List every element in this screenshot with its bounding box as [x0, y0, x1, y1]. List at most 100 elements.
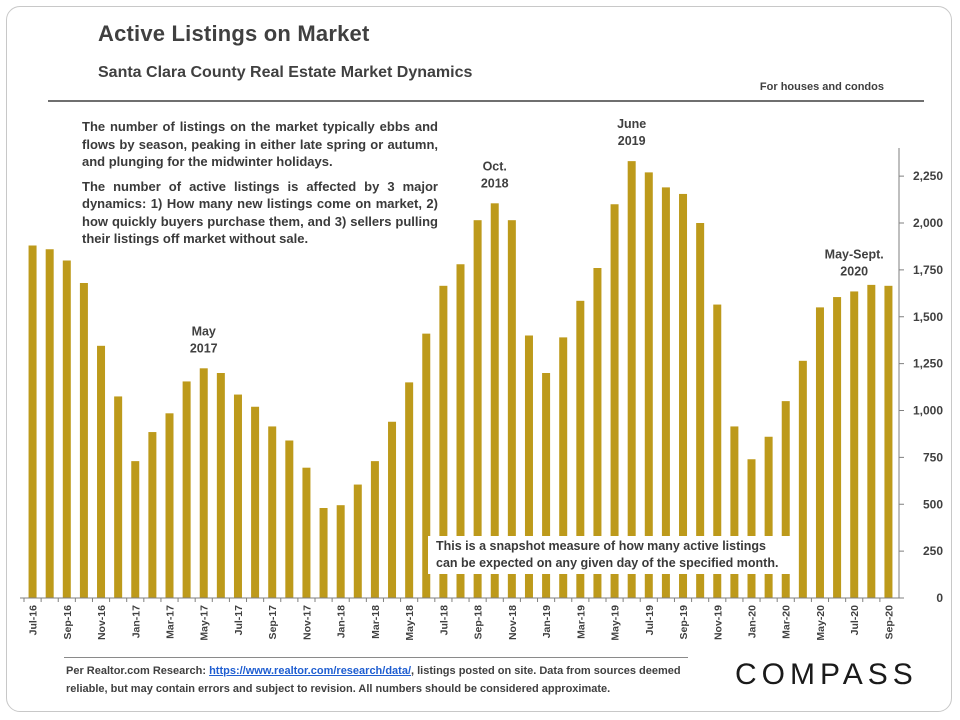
bar-Oct-16: [79, 283, 88, 598]
bar-Mar-19: [576, 300, 585, 598]
bar-Aug-17: [251, 406, 260, 598]
x-tick-label-Jul-20: Jul-20: [849, 605, 861, 636]
bar-Aug-18: [456, 264, 465, 598]
bar-Apr-17: [182, 381, 191, 598]
bar-Oct-19: [696, 223, 705, 598]
annotation-Oct-18-line-2: 2018: [481, 176, 509, 190]
annotation-May-17-line-2: 2017: [190, 341, 218, 355]
bar-Mar-20: [781, 401, 790, 599]
bar-Aug-16: [45, 249, 54, 598]
y-tick-label-1500: 1,500: [913, 310, 943, 324]
x-tick-label-Mar-17: Mar-17: [165, 605, 177, 639]
x-tick-label-Jul-16: Jul-16: [28, 605, 40, 636]
bar-Jul-18: [439, 285, 448, 598]
bar-Jul-20: [850, 291, 859, 598]
bar-Mar-18: [370, 461, 379, 599]
annotation-May-17-line-1: May: [192, 324, 216, 338]
x-tick-label-Jan-19: Jan-19: [541, 605, 553, 638]
annotation-Jul-20-line-2: 2020: [840, 264, 868, 278]
bar-Jun-19: [627, 161, 636, 599]
bar-Nov-19: [713, 304, 722, 598]
x-tick-label-Nov-19: Nov-19: [712, 605, 724, 640]
bar-Sep-16: [62, 260, 71, 598]
x-tick-label-May-20: May-20: [815, 605, 827, 641]
x-tick-label-Nov-18: Nov-18: [507, 605, 519, 640]
x-tick-label-May-19: May-19: [610, 605, 622, 641]
x-tick-label-May-18: May-18: [404, 605, 416, 641]
bar-Oct-17: [285, 440, 294, 598]
bar-Feb-17: [148, 432, 157, 598]
x-tick-label-Sep-17: Sep-17: [267, 605, 279, 640]
x-tick-label-Jan-18: Jan-18: [336, 605, 348, 638]
bar-May-18: [405, 382, 414, 599]
bar-Nov-18: [507, 220, 516, 598]
x-tick-label-May-17: May-17: [199, 605, 211, 641]
bar-Mar-17: [165, 413, 174, 598]
bar-May-17: [199, 368, 208, 598]
annotation-Oct-18-line-1: Oct.: [483, 159, 507, 173]
x-tick-label-Jan-20: Jan-20: [747, 605, 759, 638]
bar-Feb-18: [353, 484, 362, 598]
x-tick-label-Nov-17: Nov-17: [301, 605, 313, 640]
y-tick-label-2000: 2,000: [913, 216, 943, 230]
bar-Sep-19: [679, 193, 688, 598]
bar-Dec-18: [524, 335, 533, 598]
bar-Nov-16: [97, 345, 106, 598]
bar-Jul-17: [233, 394, 242, 598]
bar-Jul-16: [28, 245, 37, 598]
bar-Feb-20: [764, 436, 773, 598]
y-tick-label-500: 500: [923, 497, 943, 511]
bar-Jun-17: [216, 373, 225, 598]
x-tick-label-Jul-19: Jul-19: [644, 605, 656, 636]
x-tick-label-Sep-16: Sep-16: [62, 605, 74, 640]
y-tick-label-1250: 1,250: [913, 357, 943, 371]
bar-Dec-17: [319, 508, 328, 598]
source-suffix: , listings posted on site. Data from sou…: [66, 665, 681, 695]
footer-divider: [64, 657, 688, 658]
bar-Jan-18: [336, 505, 345, 598]
x-tick-label-Mar-18: Mar-18: [370, 605, 382, 639]
description-paragraph-2: The number of active listings is affecte…: [82, 178, 438, 247]
bar-Aug-19: [661, 187, 670, 599]
source-prefix: Per Realtor.com Research:: [66, 665, 210, 677]
x-tick-label-Sep-19: Sep-19: [678, 605, 690, 640]
description-text: The number of listings on the market typ…: [82, 118, 438, 255]
bar-Apr-19: [593, 268, 602, 598]
bar-Feb-19: [559, 337, 568, 599]
header-divider: [48, 100, 924, 102]
y-tick-label-0: 0: [936, 591, 943, 605]
x-tick-label-Jul-17: Jul-17: [233, 605, 245, 636]
annotation-Jul-20-line-1: May-Sept.: [825, 247, 884, 261]
y-tick-label-2250: 2,250: [913, 169, 943, 183]
bar-Dec-19: [730, 426, 739, 598]
x-tick-label-Sep-20: Sep-20: [883, 605, 895, 640]
x-tick-label-Jan-17: Jan-17: [130, 605, 142, 638]
bar-Oct-18: [490, 203, 499, 598]
bar-Nov-17: [302, 467, 311, 598]
bar-May-20: [815, 307, 824, 599]
page-subtitle: Santa Clara County Real Estate Market Dy…: [98, 64, 473, 81]
bar-Jan-19: [542, 373, 551, 598]
compass-logo: COMPASS: [735, 658, 918, 691]
scope-note: For houses and condos: [759, 81, 884, 93]
bar-Dec-16: [114, 396, 123, 598]
bar-Jun-18: [422, 333, 431, 599]
callout-note: This is a snapshot measure of how many a…: [428, 536, 798, 574]
source-link[interactable]: https://www.realtor.com/research/data/: [209, 665, 412, 677]
page-title: Active Listings on Market: [98, 21, 370, 46]
bar-May-19: [610, 204, 619, 598]
source-note: Per Realtor.com Research: https://www.re…: [66, 662, 706, 698]
y-tick-label-1750: 1,750: [913, 263, 943, 277]
bar-Jan-20: [747, 459, 756, 598]
bar-Sep-20: [884, 285, 893, 598]
annotation-Jun-19-line-1: June: [617, 117, 646, 131]
bar-Jul-19: [644, 172, 653, 599]
annotation-Jun-19-line-2: 2019: [618, 134, 646, 148]
bar-Sep-18: [473, 220, 482, 598]
x-tick-label-Nov-16: Nov-16: [96, 605, 108, 640]
x-tick-label-Sep-18: Sep-18: [473, 605, 485, 640]
bar-Aug-20: [867, 284, 876, 599]
x-tick-label-Jul-18: Jul-18: [438, 605, 450, 636]
x-tick-label-Mar-20: Mar-20: [781, 605, 793, 639]
